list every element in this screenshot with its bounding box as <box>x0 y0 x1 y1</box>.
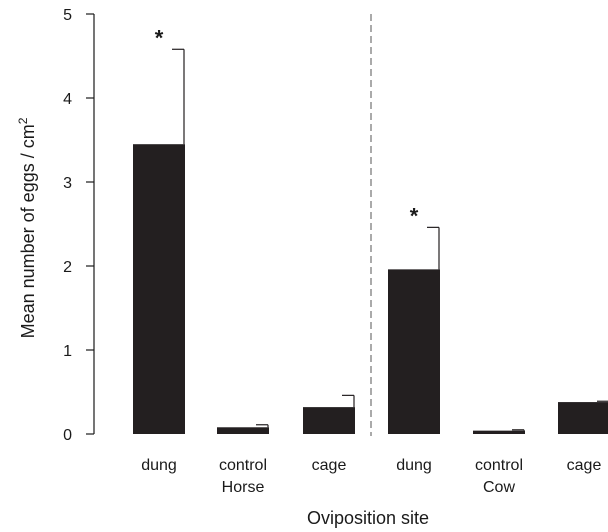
error-bars <box>172 48 608 431</box>
significance-marker: * <box>410 203 419 228</box>
group-labels: Horse Cow <box>222 479 516 496</box>
bar <box>303 407 355 434</box>
bar <box>217 427 269 434</box>
significance-marker: * <box>155 25 164 50</box>
y-tick-label: 0 <box>63 427 72 444</box>
group-label: Horse <box>222 479 265 496</box>
y-tick-label: 4 <box>63 91 72 108</box>
y-axis-title-text: Mean number of eggs / cm <box>18 124 38 338</box>
bar <box>388 269 440 434</box>
category-label: dung <box>141 457 177 474</box>
y-axis: 0 1 2 3 4 5 <box>63 7 95 444</box>
y-axis-title-superscript: 2 <box>16 117 30 124</box>
bar <box>558 402 608 434</box>
y-tick-label: 5 <box>63 7 72 24</box>
y-tick-label: 1 <box>63 343 72 360</box>
y-tick-label: 3 <box>63 175 72 192</box>
category-label: cage <box>312 457 347 474</box>
bars <box>133 144 608 434</box>
bar <box>133 144 185 434</box>
y-axis-title: Mean number of eggs / cm2 <box>16 117 38 338</box>
category-labels: dung control cage dung control cage <box>141 457 601 474</box>
category-label: control <box>475 457 523 474</box>
significance-markers: ** <box>155 25 419 228</box>
category-label: control <box>219 457 267 474</box>
category-label: cage <box>567 457 602 474</box>
bar <box>473 430 525 434</box>
category-label: dung <box>396 457 432 474</box>
group-label: Cow <box>483 479 515 496</box>
y-tick-label: 2 <box>63 259 72 276</box>
x-axis-title: Oviposition site <box>307 508 429 528</box>
